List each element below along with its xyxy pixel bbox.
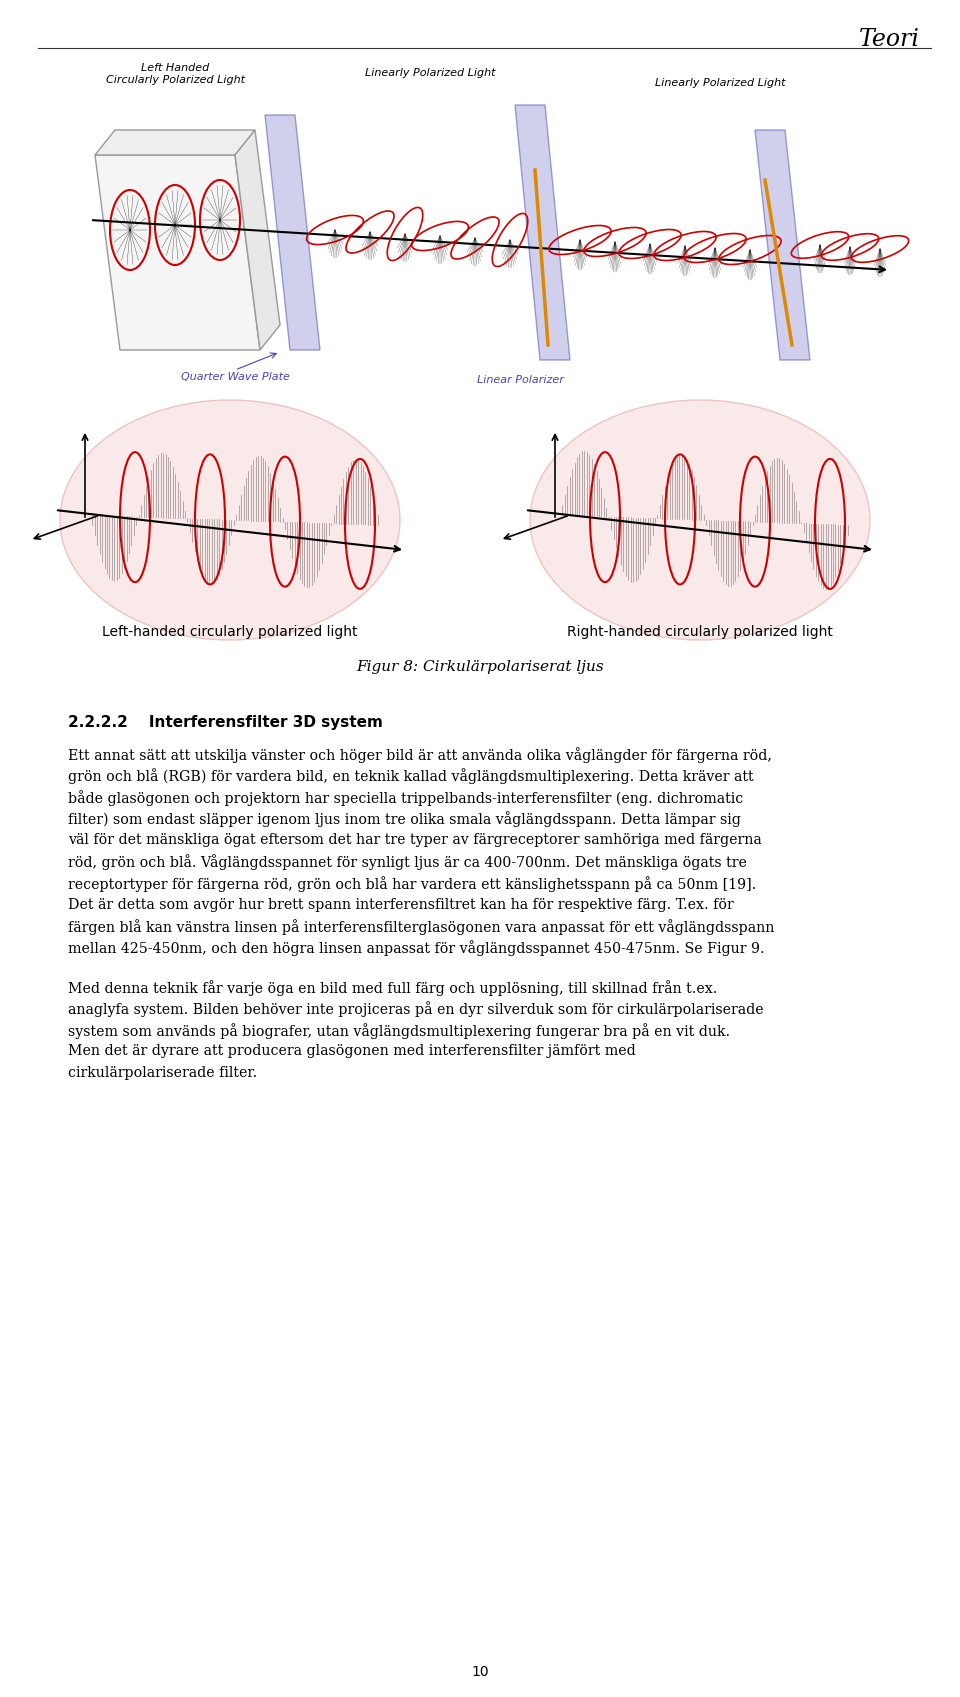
Polygon shape bbox=[515, 105, 570, 360]
Polygon shape bbox=[95, 154, 260, 350]
Ellipse shape bbox=[60, 400, 400, 640]
Polygon shape bbox=[235, 131, 280, 350]
Text: system som används på biografer, utan våglängdsmultiplexering fungerar bra på en: system som används på biografer, utan vå… bbox=[68, 1023, 731, 1039]
Text: grön och blå (RGB) för vardera bild, en teknik kallad våglängdsmultiplexering. D: grön och blå (RGB) för vardera bild, en … bbox=[68, 769, 754, 784]
Text: färgen blå kan vänstra linsen på interferensfilterglasögonen vara anpassat för e: färgen blå kan vänstra linsen på interfe… bbox=[68, 920, 775, 935]
Text: Med denna teknik får varje öga en bild med full färg och upplösning, till skilln: Med denna teknik får varje öga en bild m… bbox=[68, 979, 717, 996]
Text: filter) som endast släpper igenom ljus inom tre olika smala våglängdsspann. Dett: filter) som endast släpper igenom ljus i… bbox=[68, 811, 741, 828]
Text: Det är detta som avgör hur brett spann interferensfiltret kan ha för respektive : Det är detta som avgör hur brett spann i… bbox=[68, 898, 733, 911]
Text: Linear Polarizer: Linear Polarizer bbox=[476, 375, 564, 385]
Text: 10: 10 bbox=[471, 1665, 489, 1678]
Text: Left-handed circularly polarized light: Left-handed circularly polarized light bbox=[103, 624, 358, 640]
Polygon shape bbox=[265, 115, 320, 350]
Text: mellan 425-450nm, och den högra linsen anpassat för våglängdsspannet 450-475nm. : mellan 425-450nm, och den högra linsen a… bbox=[68, 940, 764, 957]
Text: både glasögonen och projektorn har speciella trippelbands-interferensfilter (eng: både glasögonen och projektorn har speci… bbox=[68, 791, 743, 806]
Text: Men det är dyrare att producera glasögonen med interferensfilter jämfört med: Men det är dyrare att producera glasögon… bbox=[68, 1044, 636, 1059]
Text: Left Handed
Circularly Polarized Light: Left Handed Circularly Polarized Light bbox=[106, 63, 245, 85]
Polygon shape bbox=[95, 131, 255, 154]
Text: Teori: Teori bbox=[859, 27, 920, 51]
Text: receptortyper för färgerna röd, grön och blå har vardera ett känslighetsspann på: receptortyper för färgerna röd, grön och… bbox=[68, 876, 756, 893]
Bar bbox=[65, 54, 900, 375]
Text: cirkulärpolariserade filter.: cirkulärpolariserade filter. bbox=[68, 1066, 257, 1079]
Text: Linearly Polarized Light: Linearly Polarized Light bbox=[365, 68, 495, 78]
Polygon shape bbox=[755, 131, 810, 360]
Text: 2.2.2.2    Interferensfilter 3D system: 2.2.2.2 Interferensfilter 3D system bbox=[68, 714, 383, 730]
Text: väl för det mänskliga ögat eftersom det har tre typer av färgreceptorer samhörig: väl för det mänskliga ögat eftersom det … bbox=[68, 833, 761, 847]
Text: Ett annat sätt att utskilja vänster och höger bild är att använda olika våglängd: Ett annat sätt att utskilja vänster och … bbox=[68, 747, 772, 764]
Text: Right-handed circularly polarized light: Right-handed circularly polarized light bbox=[567, 624, 833, 640]
Text: Figur 8: Cirkulärpolariserat ljus: Figur 8: Cirkulärpolariserat ljus bbox=[356, 660, 604, 674]
Text: Linearly Polarized Light: Linearly Polarized Light bbox=[655, 78, 785, 88]
Text: anaglyfa system. Bilden behöver inte projiceras på en dyr silverduk som för cirk: anaglyfa system. Bilden behöver inte pro… bbox=[68, 1001, 763, 1018]
Ellipse shape bbox=[530, 400, 870, 640]
Text: Quarter Wave Plate: Quarter Wave Plate bbox=[180, 372, 289, 382]
Text: röd, grön och blå. Våglängdsspannet för synligt ljus är ca 400-700nm. Det mänskl: röd, grön och blå. Våglängdsspannet för … bbox=[68, 855, 747, 871]
